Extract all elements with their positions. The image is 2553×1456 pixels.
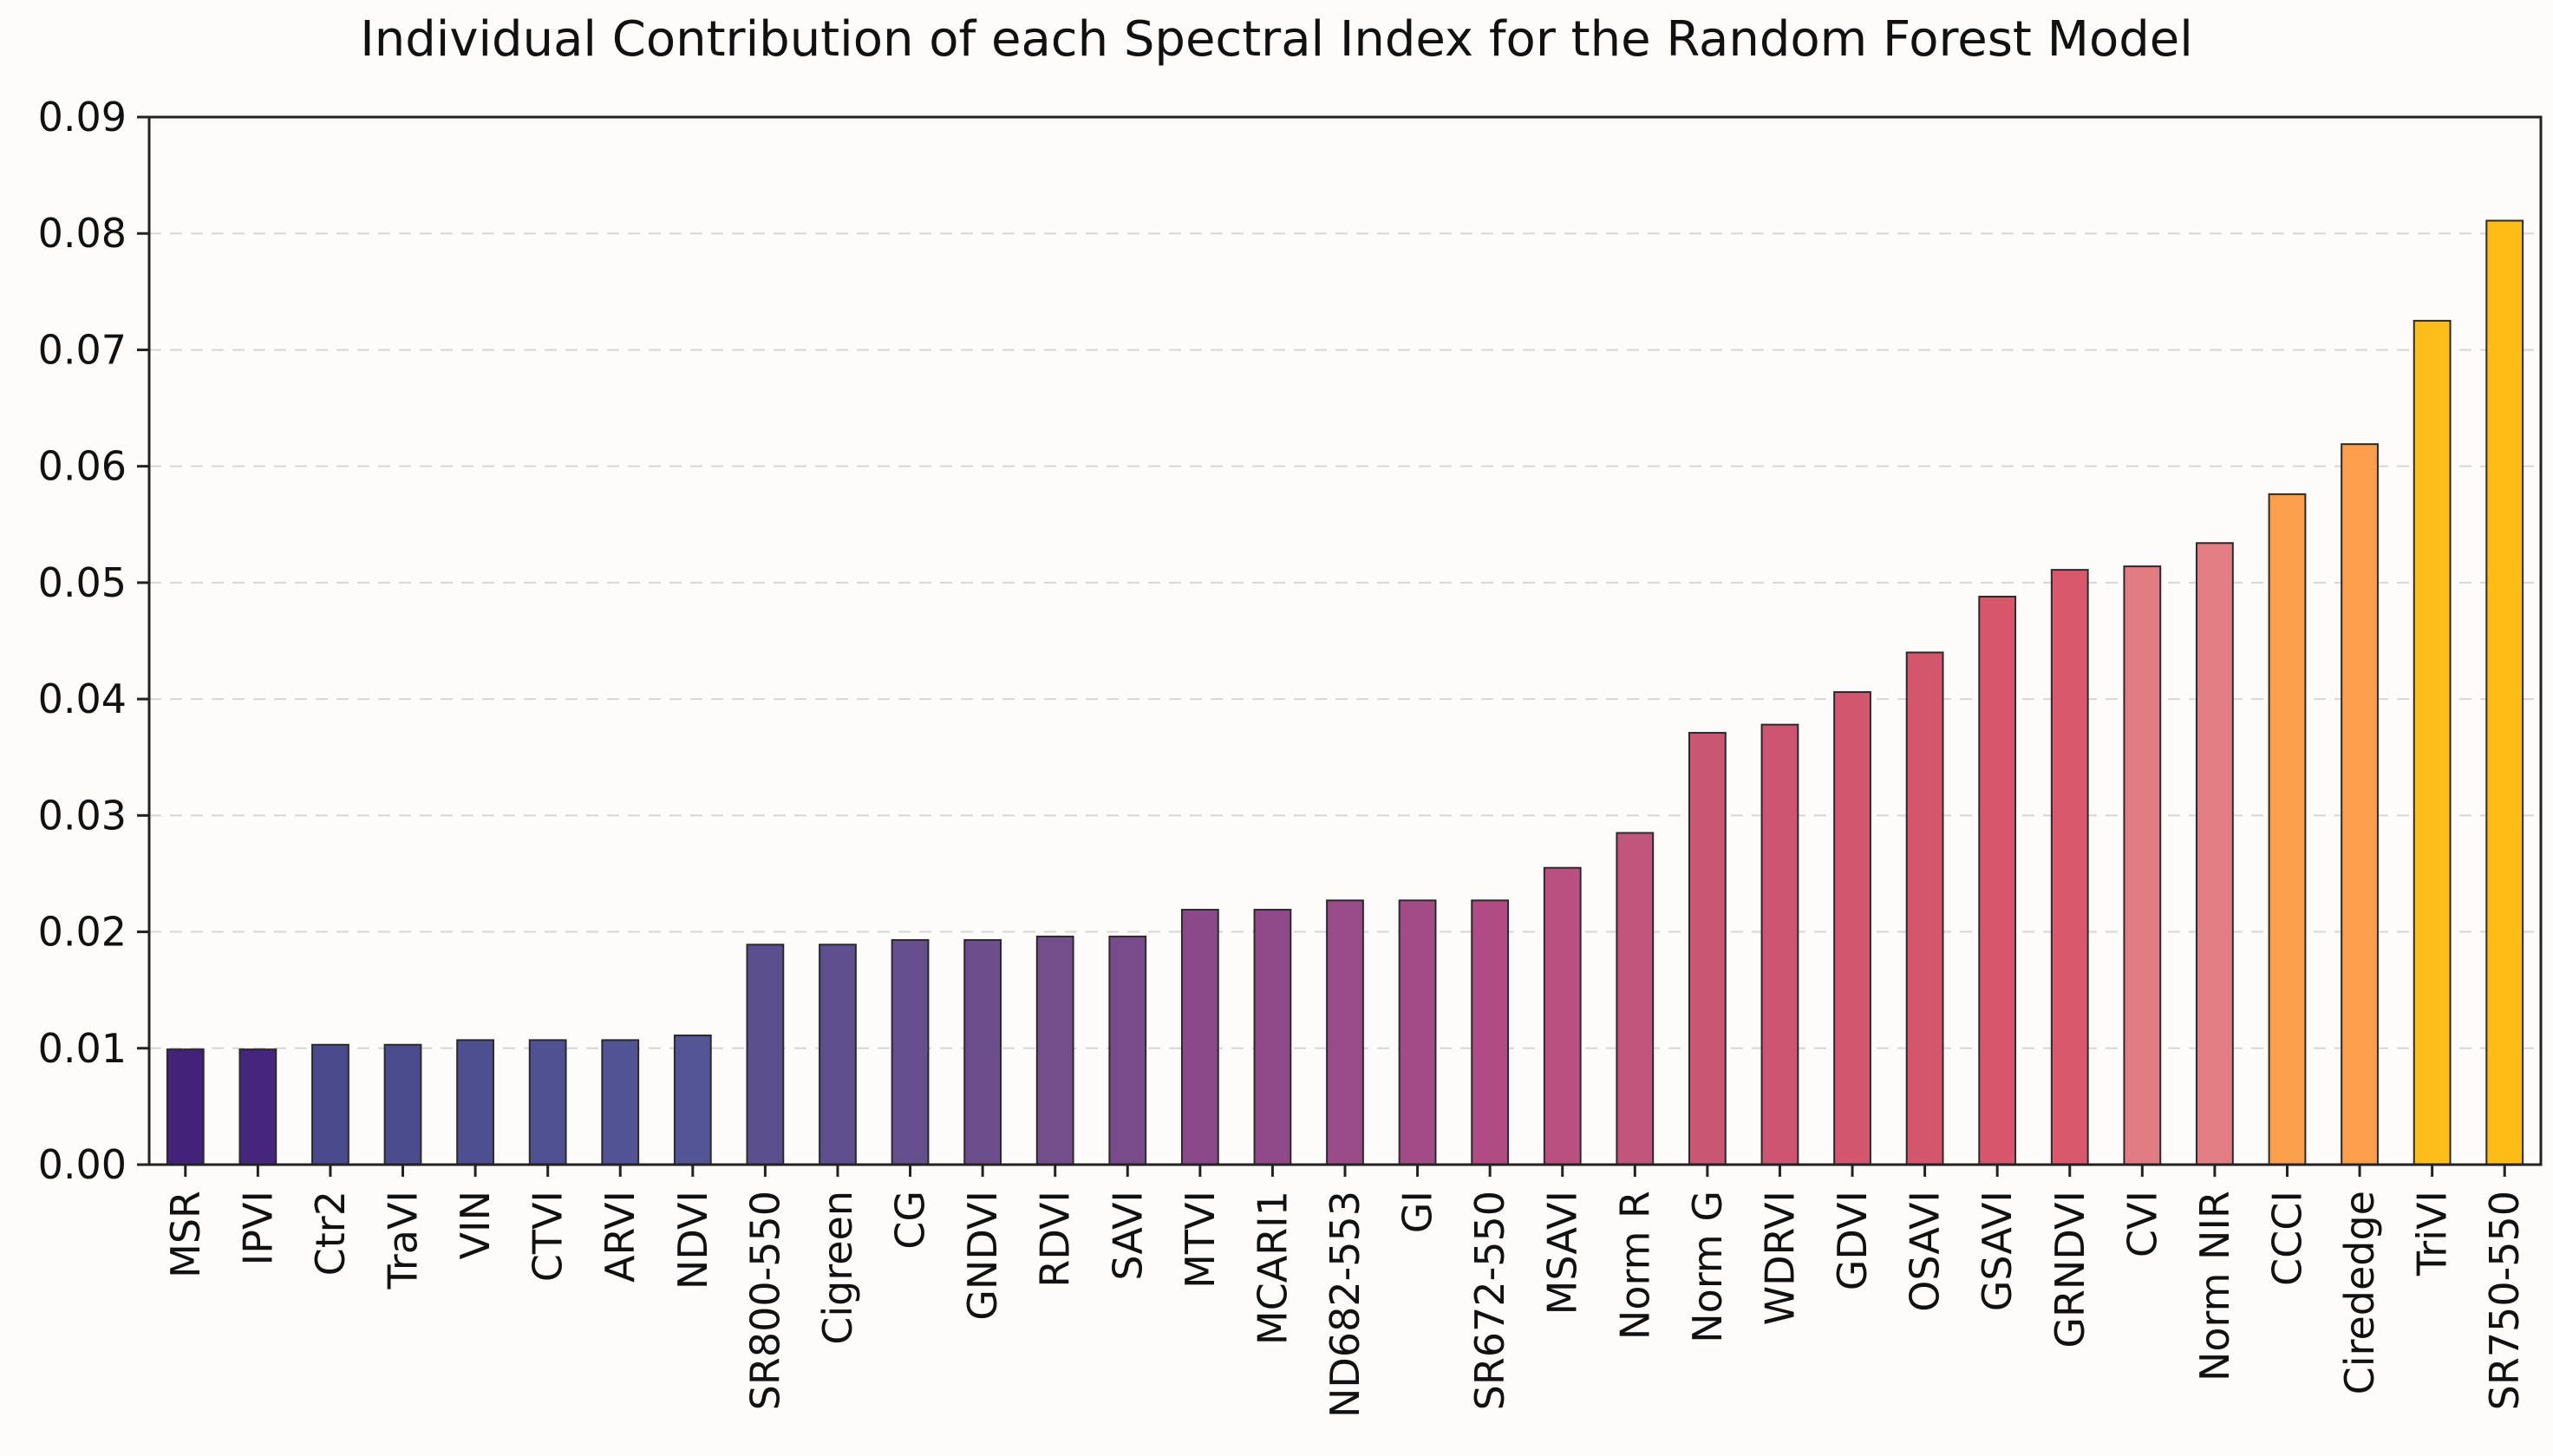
y-tick-label: 0.04 [38,676,127,722]
bar-travi [383,1043,422,1165]
bar-cg [891,938,930,1166]
bar-osavi [1905,651,1944,1165]
bar-norm-g [1688,732,1727,1166]
x-tick-label: WDRVI [1756,1191,1803,1325]
x-tick-labels: MSR IPVI Ctr2 TraVI VIN CTVI ARVI NDVI SR800-550… [162,1191,2528,1418]
chart-title: Individual Contribution of each Spectral… [360,11,2193,68]
bar-nd682-553 [1326,899,1364,1165]
x-tick-label: SR800-550 [741,1191,788,1410]
bar-ipvi [238,1048,278,1165]
bar-sr800-550 [746,943,785,1165]
x-tick-label: CVI [2119,1191,2165,1257]
x-tick-label: Ctr2 [307,1191,354,1276]
x-tick-label: SR750-550 [2481,1191,2528,1410]
x-tick-label: GSAVI [1974,1191,2021,1311]
x-tick-label: CCCI [2263,1191,2310,1286]
x-tick-label: MTVI [1177,1191,1224,1289]
y-tick-label: 0.09 [38,94,127,140]
x-tick-label: TraVI [380,1191,427,1290]
bar-cigreen [819,943,857,1165]
bar-gdvi [1833,691,1871,1165]
x-tick-label: CG [887,1191,934,1250]
bar-ctr2 [311,1043,349,1165]
bar-grndvi [2050,569,2089,1165]
bar-sr750-550 [2485,219,2524,1166]
bar-savi [1108,935,1147,1165]
x-tick-label: GI [1394,1191,1441,1233]
y-tick-label: 0.08 [38,210,127,257]
x-tick-label: MSAVI [1539,1191,1586,1315]
x-tick-label: ARVI [597,1191,643,1283]
plot-frame [147,115,2543,1166]
x-tick-label: GRNDVI [2047,1191,2093,1348]
x-tick-label: GDVI [1829,1191,1876,1290]
bar-vin [456,1039,494,1165]
bars [166,219,2524,1166]
bar-cvi [2123,565,2162,1165]
x-tick-label: Norm NIR [2191,1191,2238,1381]
bar-arvi [601,1039,640,1165]
bar-msavi [1543,866,1582,1165]
y-tick-labels: 0.00 0.01 0.02 0.03 0.04 0.05 0.06 0.07 0.08 0.09 [38,94,127,1188]
bar-gi [1398,899,1437,1165]
y-tick-label: 0.06 [38,443,127,490]
bar-norm-nir [2196,542,2234,1165]
bar-trivi [2413,319,2452,1165]
bar-wdrvi [1760,723,1799,1165]
x-tick-label: MSR [162,1191,209,1278]
x-tick-label: VIN [452,1191,499,1259]
x-tick-label: SAVI [1104,1191,1151,1281]
x-tick-label: NDVI [669,1191,716,1290]
bar-msr [166,1048,205,1165]
bar-ccci [2268,493,2307,1165]
axes [137,115,2543,1177]
x-tick-label: Norm G [1684,1191,1731,1343]
y-tick-label: 0.02 [38,909,127,956]
bar-sr672-550 [1471,899,1510,1165]
bar-ctvi [528,1039,567,1165]
x-tick-label: CTVI [525,1191,571,1282]
x-tick-label: GNDVI [959,1191,1006,1321]
x-tick-label: RDVI [1032,1191,1079,1288]
y-tick-label: 0.07 [38,326,127,373]
x-tick-label: ND682-553 [1322,1191,1368,1418]
y-tick-label: 0.05 [38,559,127,606]
bar-mtvi [1180,909,1219,1165]
x-tick-label: SR672-550 [1466,1191,1513,1410]
bar-rdvi [1035,935,1074,1165]
y-tick-label: 0.00 [38,1141,127,1188]
bar-norm-r [1616,832,1655,1165]
y-tick-label: 0.03 [38,792,127,839]
x-tick-label: Cirededge [2336,1191,2383,1394]
x-tick-label: Norm R [1611,1191,1658,1340]
y-tick-label: 0.01 [38,1025,127,1072]
x-tick-label: TriVI [2409,1191,2456,1276]
bar-gsavi [1978,595,2017,1165]
x-tick-label: Cigreen [814,1191,861,1345]
x-tick-label: MCARI1 [1249,1191,1296,1345]
x-tick-label: IPVI [234,1191,281,1265]
bar-gndvi [963,938,1002,1166]
bar-mcari1 [1253,909,1292,1165]
x-tick-label: OSAVI [1902,1191,1949,1312]
bar-ndvi [673,1035,712,1165]
bar-cirededge [2341,443,2379,1165]
